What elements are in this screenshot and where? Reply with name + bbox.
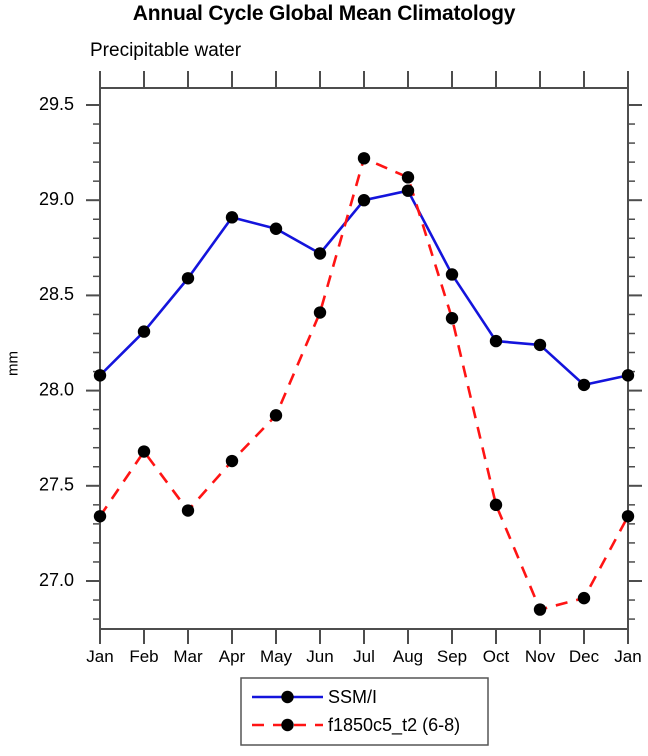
data-point-marker (401, 171, 415, 184)
data-point-marker (313, 306, 327, 319)
y-axis-tick-label: 29.0 (39, 189, 74, 209)
data-point-marker (357, 152, 371, 165)
data-point-marker (621, 510, 635, 523)
data-point-marker (489, 498, 503, 512)
y-axis-tick-label: 27.0 (39, 570, 74, 590)
x-axis-tick-label: Nov (525, 647, 556, 666)
y-axis-label: mm (4, 351, 22, 376)
data-point-marker (137, 445, 151, 458)
data-point-marker (269, 222, 283, 235)
data-point-marker (621, 369, 635, 382)
data-point-marker (225, 211, 239, 224)
data-point-marker (357, 194, 371, 207)
y-axis-tick-label: 28.0 (39, 379, 74, 399)
legend-box (240, 677, 489, 746)
data-point-marker (489, 334, 503, 348)
x-axis-tick-label: Oct (483, 647, 510, 666)
data-point-marker (269, 409, 283, 422)
data-point-marker (181, 272, 195, 285)
data-point-marker (93, 369, 107, 382)
x-axis-tick-label: Feb (129, 647, 158, 666)
x-axis-tick-label: Aug (393, 647, 423, 666)
legend-marker-0 (281, 690, 294, 704)
y-axis-tick-label: 29.5 (39, 94, 74, 114)
legend-label-0: SSM/I (328, 687, 377, 707)
chart-subtitle: Precipitable water (90, 40, 242, 61)
data-point-marker (225, 454, 239, 468)
x-axis-tick-label: Dec (569, 647, 600, 666)
data-point-marker (445, 312, 459, 325)
data-point-marker (401, 184, 415, 197)
x-axis-tick-label: Jul (353, 647, 375, 666)
y-axis-tick-label: 27.5 (39, 475, 74, 495)
series-line-1 (98, 157, 630, 611)
data-point-marker (577, 591, 591, 605)
x-axis-tick-label: Mar (173, 647, 203, 666)
data-point-marker (313, 247, 327, 260)
chart-title: Annual Cycle Global Mean Climatology (132, 2, 516, 25)
x-axis-tick-label: Apr (219, 647, 246, 666)
legend-label-1: f1850c5_t2 (6-8) (328, 715, 460, 736)
data-point-marker (93, 510, 107, 523)
x-axis-tick-label: May (260, 647, 293, 666)
data-point-marker (533, 603, 547, 616)
x-axis-tick-label: Jan (86, 647, 113, 666)
data-point-marker (533, 338, 547, 352)
y-axis-tick-label: 28.5 (39, 284, 74, 304)
data-point-marker (445, 268, 459, 281)
plot-frame (99, 87, 629, 630)
data-point-marker (181, 504, 195, 517)
legend-marker-1 (281, 718, 294, 732)
series-line-0 (99, 189, 629, 387)
data-point-marker (577, 378, 591, 392)
x-axis-tick-label: Jun (306, 647, 333, 666)
data-point-marker (137, 325, 151, 338)
x-axis-tick-label: Jan (614, 647, 641, 666)
x-axis-tick-label: Sep (437, 647, 467, 666)
